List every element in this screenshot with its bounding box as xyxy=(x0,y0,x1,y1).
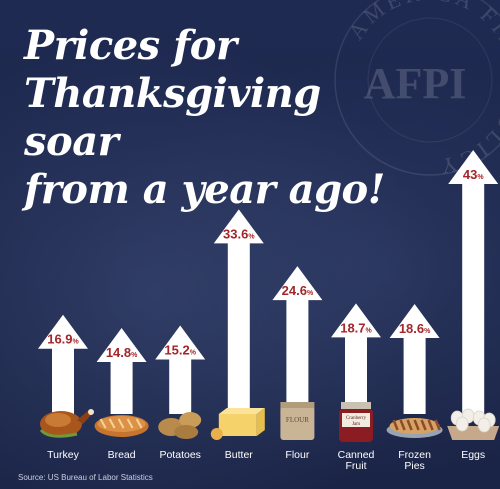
category-label: Eggs xyxy=(461,449,485,461)
arrow-shape xyxy=(96,328,147,414)
title-line-3: from a year ago! xyxy=(24,166,385,213)
category-label: Turkey xyxy=(47,449,79,461)
afpi-seal-watermark: AMERICA FIRST POLICY AFPI xyxy=(334,0,500,180)
category-label: Frozen xyxy=(398,449,431,461)
category-label: Bread xyxy=(108,449,136,461)
value-label: 24.6% xyxy=(282,283,314,298)
value-label: 18.6% xyxy=(399,321,431,336)
title-line-2: Thanksgiving soar xyxy=(24,70,321,165)
value-label: 43% xyxy=(463,167,484,182)
arrow-shape xyxy=(448,150,499,414)
svg-text:Cranberry: Cranberry xyxy=(346,416,367,421)
category-label: Pies xyxy=(404,460,424,472)
arrow-bar-bread: 14.8% Bread xyxy=(94,328,149,461)
eggs-icon xyxy=(447,408,500,440)
category-label: Potatoes xyxy=(159,449,200,461)
title-line-1: Prices for xyxy=(24,22,237,69)
turkey-icon xyxy=(39,409,94,438)
category-label: Fruit xyxy=(346,460,367,472)
butter-icon xyxy=(210,408,265,440)
arrow-shape xyxy=(213,209,264,414)
value-label: 16.9% xyxy=(47,332,79,347)
category-label: Flour xyxy=(285,449,309,461)
arrow-shape xyxy=(38,314,88,414)
svg-text:FLOUR: FLOUR xyxy=(286,416,309,424)
arrow-bar-turkey: 16.9% Turkey xyxy=(38,314,94,461)
value-label: 14.8% xyxy=(106,345,138,360)
seal-logo: AFPI xyxy=(364,59,467,108)
bread-icon xyxy=(94,415,149,437)
arrow-shape xyxy=(331,303,381,414)
potatoes-icon xyxy=(158,412,202,439)
arrow-bar-potatoes: 15.2% Potatoes xyxy=(155,325,206,461)
source-note: Source: US Bureau of Labor Statistics xyxy=(18,473,153,482)
category-label: Canned xyxy=(338,449,375,461)
arrow-shape xyxy=(389,304,440,414)
arrow-bar-butter: 33.6% Butter xyxy=(210,209,265,461)
arrow-shape xyxy=(155,325,206,414)
value-label: 33.6% xyxy=(223,226,255,241)
arrow-bar-flour: 24.6% Flour FLOUR xyxy=(272,266,323,461)
page-title: Prices for Thanksgiving soar from a year… xyxy=(24,22,424,214)
value-label: 15.2% xyxy=(164,342,196,357)
arrow-bar-eggs: 43% Eggs xyxy=(447,150,500,461)
flour-icon: FLOUR xyxy=(280,402,315,440)
value-label: 18.7% xyxy=(340,320,372,335)
arrow-shape xyxy=(272,266,323,414)
category-label: Butter xyxy=(225,449,254,461)
frozen-pies-icon xyxy=(386,418,443,438)
svg-text:Jam: Jam xyxy=(352,422,360,427)
